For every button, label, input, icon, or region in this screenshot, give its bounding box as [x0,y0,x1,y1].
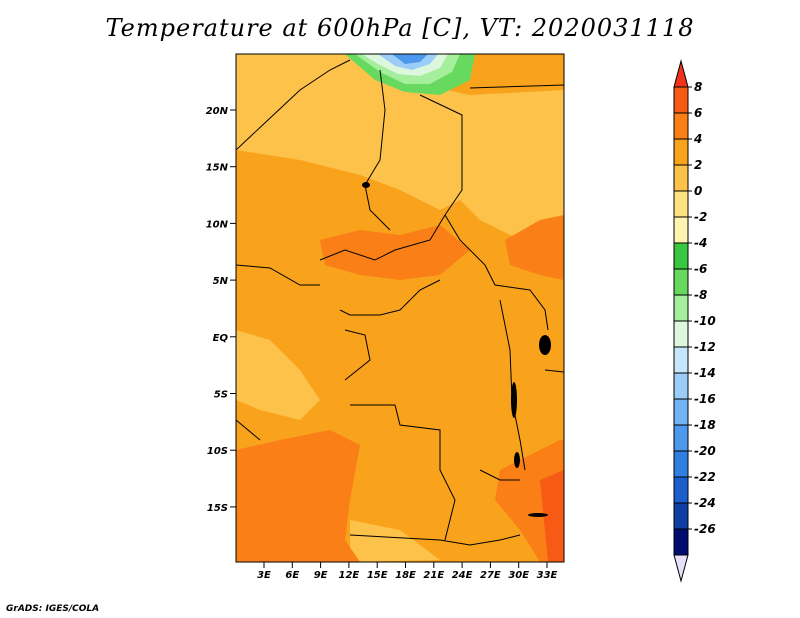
lon-tick-label: 21E [423,570,444,581]
lon-tick-label: 27E [480,570,501,581]
colorbar-label: 0 [694,184,702,198]
zone-2-4-west [236,330,320,420]
lat-tick-label: 20N [206,106,229,117]
colorbar-segment [673,502,689,530]
zone-4-6-central-band [320,225,470,280]
colorbar-label: -8 [694,288,707,302]
zone-4-6-east [505,215,564,280]
zone-6-8-southeast [540,470,564,562]
colorbar-segment [673,320,689,348]
colorbar-label: -10 [694,314,716,328]
colorbar-label: 8 [694,80,702,94]
colorbar-label: -4 [694,236,707,250]
colorbar-segment [673,242,689,270]
lat-tick-label: 15S [207,503,228,514]
colorbar-segment [673,86,689,114]
colorbar-label: -16 [694,392,716,406]
latitude-axis: 20N 15N 10N 5N EQ 5S 10S 15S [206,106,236,514]
colorbar-segment [673,346,689,374]
lon-tick-label: 15E [367,570,388,581]
lon-tick-label: 3E [257,570,271,581]
colorbar-segment [673,164,689,192]
colorbar-segment [673,268,689,296]
zone-cold-blue [392,54,428,64]
lat-tick-label: 5S [214,390,228,401]
colorbar-label: -20 [694,444,716,458]
colorbar-segment [673,190,689,218]
colorbar-label: 6 [694,106,702,120]
colorbar-segment [673,450,689,478]
lakes [362,182,551,517]
zone-4-6-southwest [236,430,360,562]
colorbar-label: 4 [693,132,702,146]
colorbar-label: -12 [694,340,716,354]
colorbar-segment [673,138,689,166]
colorbar: 8 6 4 2 0 -2 -4 -6 -8 -10 -12 -14 -16 -18 -20 -22 -24 -26 [673,59,716,583]
colorbar-segment [673,372,689,400]
lon-tick-label: 33E [537,570,558,581]
lon-tick-label: 9E [314,570,328,581]
colorbar-segment [673,216,689,244]
colorbar-label: -2 [694,210,707,224]
zone-2-4-north [236,54,564,240]
lat-tick-label: 10S [207,446,228,457]
colorbar-segment [673,294,689,322]
colorbar-label: -6 [694,262,707,276]
colorbar-label: -18 [694,418,716,432]
colorbar-segment [673,476,689,504]
zone-2-4-south [350,520,440,562]
lon-tick-label: 18E [395,570,416,581]
lat-tick-label: 15N [206,163,229,174]
colorbar-segment [673,398,689,426]
colorbar-label: -26 [694,522,716,536]
country-borders [236,59,564,546]
map-frame [235,53,565,563]
lat-tick-label: EQ [213,333,229,344]
lon-tick-label: 12E [339,570,360,581]
colorbar-label: -22 [694,470,716,484]
map-area [236,54,564,562]
lon-tick-label: 24E [452,570,473,581]
lat-tick-label: 5N [213,276,229,287]
colorbar-segment [673,59,689,88]
lat-tick-label: 10N [206,219,229,230]
colorbar-label: -24 [694,496,716,510]
colorbar-segment [673,112,689,140]
colorbar-segment [673,528,689,556]
lon-tick-label: 30E [508,570,529,581]
colorbar-segment [673,554,689,583]
grads-credit: GrADS: IGES/COLA [6,604,100,614]
colorbar-segment [673,424,689,452]
colorbar-label: 2 [694,158,702,172]
colorbar-label: -14 [694,366,716,380]
longitude-axis: 3E 6E 9E 12E 15E 18E 21E 24E 27E 30E 33E [257,562,558,581]
chart-title: Temperature at 600hPa [C], VT: 202003111… [105,14,695,42]
lon-tick-label: 6E [285,570,299,581]
